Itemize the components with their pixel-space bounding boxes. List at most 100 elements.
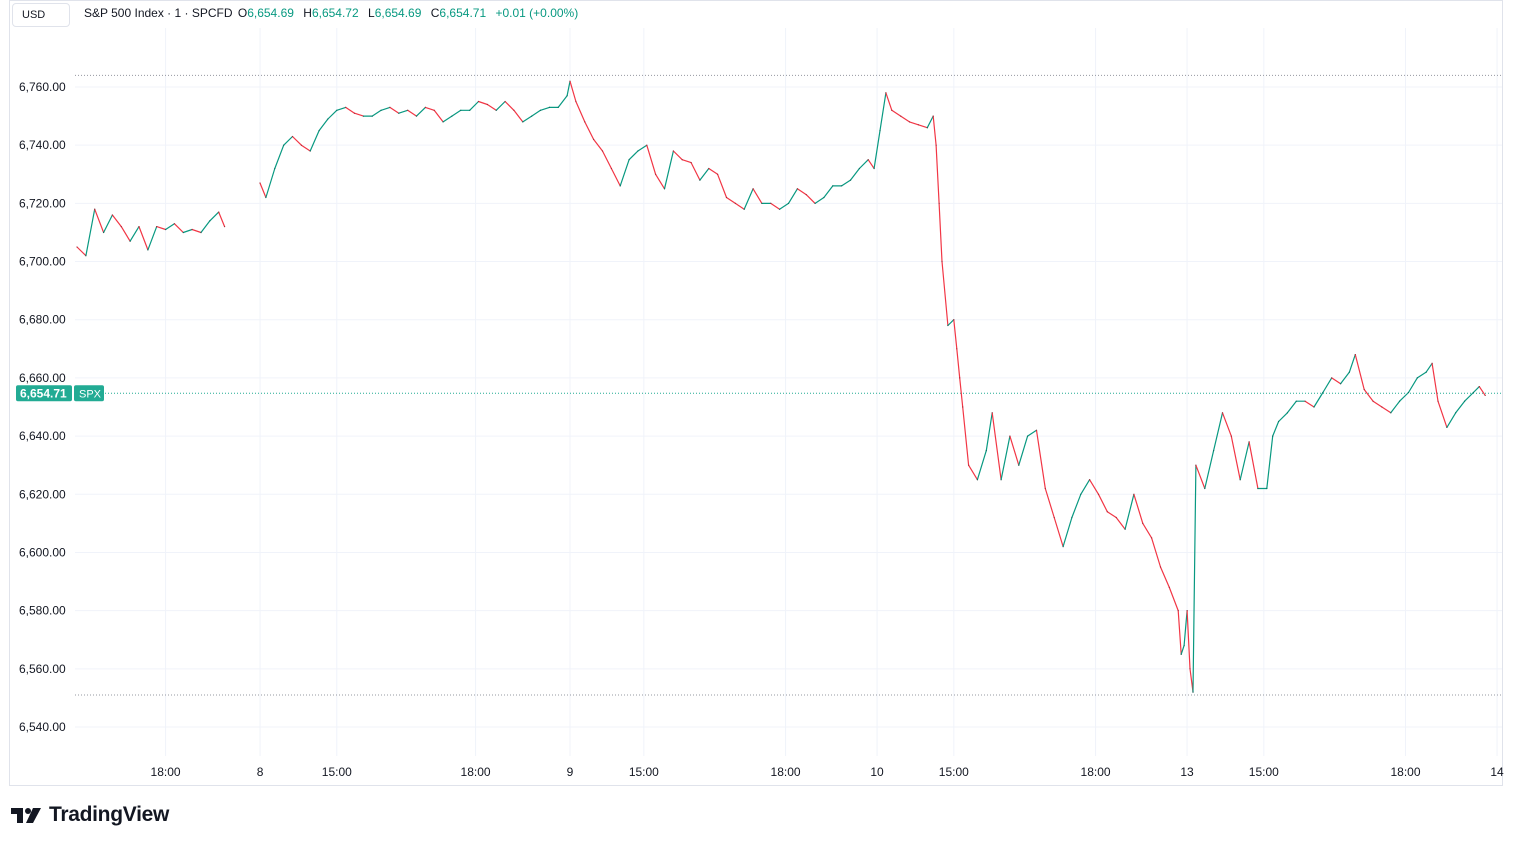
price-segment: [265, 167, 276, 199]
symbol-tag-bg: [74, 385, 104, 402]
price-segment: [1239, 441, 1250, 481]
price-segment: [513, 109, 524, 123]
price-segment: [345, 106, 356, 114]
price-point: [451, 115, 453, 117]
price-segment: [1133, 493, 1144, 525]
price-segment: [274, 144, 285, 170]
x-tick-label: 18:00: [151, 765, 181, 779]
price-segment: [908, 121, 920, 126]
price-point: [1142, 522, 1144, 525]
price-segment: [1313, 391, 1324, 408]
price-point: [1464, 400, 1466, 402]
price-point: [327, 118, 329, 120]
price-segment: [1026, 429, 1038, 437]
price-segment: [1304, 400, 1315, 408]
price-point: [1044, 487, 1046, 490]
price-segment: [1053, 516, 1064, 548]
price-segment: [522, 115, 533, 123]
price-segment: [575, 100, 586, 123]
price-point: [1331, 377, 1333, 379]
price-segment: [309, 130, 320, 152]
price-point: [300, 144, 302, 146]
y-tick-label: 6,580.00: [19, 604, 66, 618]
price-segment: [1062, 516, 1073, 548]
price-point: [593, 138, 595, 140]
price-segment: [867, 159, 875, 170]
price-point: [1115, 516, 1117, 519]
x-tick-label: 15:00: [939, 765, 969, 779]
price-segment: [858, 159, 869, 170]
y-tick-label: 6,560.00: [19, 662, 66, 676]
price-segment: [1204, 450, 1215, 490]
price-point: [908, 121, 911, 123]
price-segment: [1348, 354, 1356, 373]
price-segment: [129, 226, 140, 242]
price-point: [1304, 400, 1306, 402]
y-tick-label: 6,600.00: [19, 545, 66, 559]
price-point: [1180, 653, 1182, 655]
brand-name: TradingView: [49, 803, 170, 826]
price-segment: [442, 115, 453, 123]
price-point: [291, 135, 294, 138]
price-segment: [938, 202, 943, 263]
price-point: [1363, 388, 1365, 391]
price-point: [1431, 362, 1433, 364]
grid-layer: [75, 28, 1502, 756]
price-segment: [637, 144, 648, 152]
price-point: [938, 202, 940, 204]
price-point: [628, 159, 630, 161]
price-point: [663, 188, 666, 190]
price-point: [1313, 406, 1315, 408]
price-segment: [1248, 441, 1259, 490]
price-point: [259, 182, 261, 184]
price-point: [1425, 371, 1427, 373]
price-point: [371, 115, 373, 117]
price-point: [433, 109, 435, 111]
price-segment: [967, 464, 979, 481]
price-segment: [814, 196, 825, 204]
price-segment: [1097, 493, 1108, 513]
price-point: [1286, 412, 1288, 414]
price-segment: [584, 121, 595, 140]
price-point: [182, 231, 184, 234]
price-point: [504, 100, 506, 103]
price-point: [415, 115, 418, 117]
price-point: [1053, 516, 1055, 519]
chart-frame: [9, 0, 1503, 786]
price-point: [1009, 435, 1011, 437]
currency-button[interactable]: USD: [12, 3, 70, 27]
price-segment: [991, 412, 1002, 481]
price-segment: [111, 214, 122, 228]
price-point: [138, 226, 140, 228]
price-segment: [654, 173, 666, 190]
price-point: [1018, 464, 1020, 466]
price-segment: [1446, 412, 1457, 428]
price-segment: [840, 179, 852, 187]
price-point: [891, 109, 893, 111]
price-segment: [1437, 400, 1448, 428]
price-point: [1159, 566, 1162, 568]
price-point: [1192, 691, 1194, 693]
price-point: [1278, 420, 1280, 423]
price-point: [103, 231, 105, 234]
price-segment: [1159, 566, 1170, 589]
price-segment: [1372, 400, 1383, 408]
price-point: [976, 479, 979, 481]
price-point: [1177, 610, 1179, 612]
tradingview-logo[interactable]: TradingView: [11, 803, 169, 827]
legend-high: H6,654.72: [303, 6, 359, 20]
price-segment: [1354, 354, 1365, 391]
legend-low: L6,654.69: [368, 6, 422, 20]
price-segment: [380, 106, 391, 111]
x-tick-label: 14: [1490, 765, 1504, 779]
price-point: [129, 240, 131, 242]
price-segment: [849, 167, 861, 181]
price-point: [469, 109, 471, 111]
price-segment: [941, 260, 949, 327]
price-segment: [398, 109, 409, 114]
price-segment: [926, 115, 934, 129]
price-chart[interactable]: 6,540.00 6,560.00 6,580.00 6,600.00 6,620.00…: [0, 0, 1513, 790]
price-point: [1027, 435, 1029, 437]
price-point: [655, 173, 657, 175]
price-segment: [1115, 516, 1126, 530]
